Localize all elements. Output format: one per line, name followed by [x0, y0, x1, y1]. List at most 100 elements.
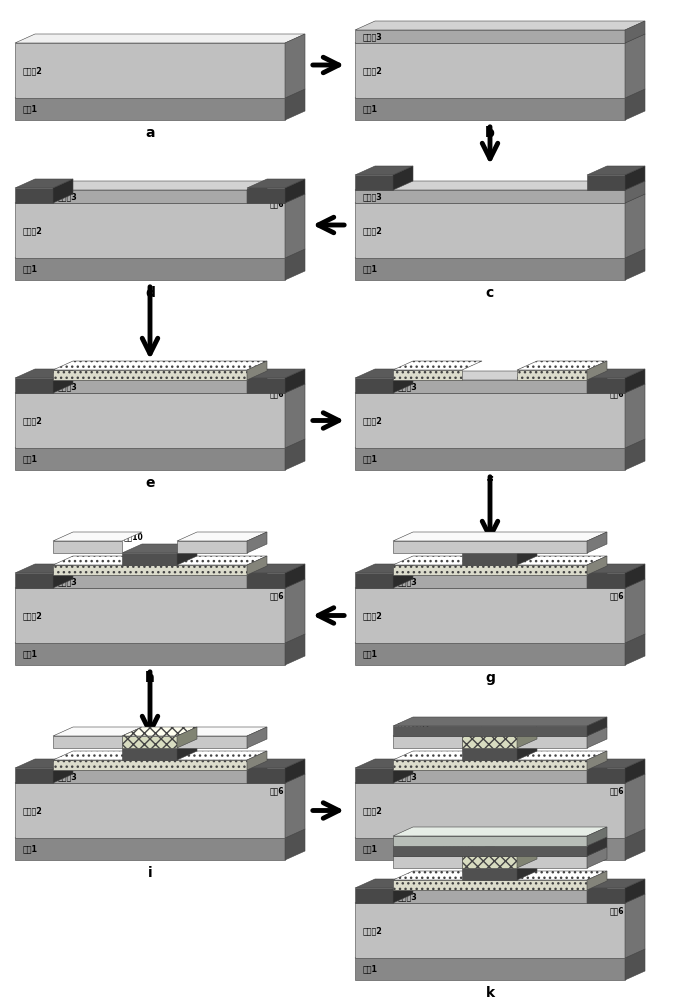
Polygon shape [393, 361, 482, 370]
Text: j: j [488, 866, 492, 880]
Polygon shape [53, 564, 73, 588]
Polygon shape [15, 643, 285, 665]
Text: 势垒层3: 势垒层3 [58, 192, 78, 201]
Polygon shape [355, 643, 625, 665]
Polygon shape [393, 759, 413, 783]
Text: 台面6: 台面6 [610, 786, 625, 796]
Text: 过渡层2: 过渡层2 [363, 66, 383, 75]
Polygon shape [355, 30, 625, 43]
Polygon shape [587, 378, 625, 393]
Polygon shape [393, 371, 607, 380]
Polygon shape [355, 194, 645, 203]
Polygon shape [247, 564, 305, 573]
Text: 漏极5: 漏极5 [589, 178, 603, 187]
Text: f: f [487, 476, 493, 490]
Polygon shape [53, 575, 247, 588]
Polygon shape [517, 859, 537, 880]
Polygon shape [15, 34, 305, 43]
Polygon shape [53, 760, 247, 770]
Polygon shape [355, 258, 625, 280]
Polygon shape [625, 879, 645, 903]
Polygon shape [247, 759, 305, 768]
Polygon shape [625, 166, 645, 190]
Polygon shape [285, 759, 305, 783]
Polygon shape [587, 532, 607, 553]
Polygon shape [587, 166, 645, 175]
Polygon shape [285, 829, 305, 860]
Polygon shape [393, 890, 587, 903]
Polygon shape [587, 761, 607, 783]
Text: 势垒层3: 势垒层3 [398, 892, 418, 901]
Polygon shape [15, 188, 53, 203]
Polygon shape [177, 532, 267, 541]
Polygon shape [355, 378, 393, 393]
Polygon shape [587, 759, 645, 768]
Polygon shape [355, 888, 393, 903]
Text: c: c [486, 286, 494, 300]
Polygon shape [15, 203, 285, 258]
Polygon shape [517, 727, 537, 748]
Polygon shape [53, 736, 122, 748]
Polygon shape [15, 439, 305, 448]
Polygon shape [15, 369, 73, 378]
Polygon shape [587, 768, 625, 783]
Polygon shape [355, 949, 645, 958]
Text: 过渡层2: 过渡层2 [23, 226, 43, 235]
Text: 源极4: 源极4 [17, 381, 32, 390]
Polygon shape [393, 856, 462, 868]
Polygon shape [247, 188, 285, 203]
Polygon shape [53, 370, 247, 380]
Text: 衬底1: 衬底1 [23, 844, 38, 854]
Polygon shape [587, 175, 625, 190]
Polygon shape [15, 43, 285, 98]
Text: 一字形源场板12: 一字形源场板12 [443, 843, 476, 849]
Polygon shape [587, 881, 607, 903]
Polygon shape [625, 634, 645, 665]
Polygon shape [517, 739, 537, 760]
Text: 绝缘介质层7: 绝缘介质层7 [396, 567, 423, 573]
Polygon shape [393, 370, 462, 380]
Polygon shape [625, 181, 645, 203]
Text: 衬底1: 衬底1 [363, 964, 378, 974]
Polygon shape [355, 634, 645, 643]
Text: 绝缘介质层7: 绝缘介质层7 [56, 762, 83, 768]
Polygon shape [625, 439, 645, 470]
Text: 保护层13: 保护层13 [398, 836, 424, 846]
Polygon shape [53, 541, 122, 553]
Polygon shape [587, 556, 607, 575]
Polygon shape [247, 566, 267, 588]
Polygon shape [122, 736, 177, 748]
Polygon shape [15, 258, 285, 280]
Polygon shape [625, 894, 645, 958]
Polygon shape [517, 370, 587, 380]
Polygon shape [15, 564, 73, 573]
Polygon shape [393, 380, 587, 393]
Polygon shape [53, 371, 267, 380]
Text: 漏极5: 漏极5 [249, 771, 263, 780]
Polygon shape [53, 761, 267, 770]
Text: 一字形源场板12: 一字形源场板12 [398, 723, 431, 729]
Polygon shape [355, 190, 625, 203]
Text: 凹槽10: 凹槽10 [464, 728, 484, 736]
Polygon shape [53, 751, 267, 760]
Polygon shape [247, 369, 305, 378]
Polygon shape [285, 369, 305, 393]
Text: 钝化层9: 钝化层9 [398, 857, 418, 866]
Polygon shape [15, 634, 305, 643]
Polygon shape [355, 573, 393, 588]
Text: 绝缘介质层7: 绝缘介质层7 [56, 372, 83, 378]
Text: 绝缘介质层7: 绝缘介质层7 [396, 372, 423, 378]
Polygon shape [587, 573, 625, 588]
Text: 绝缘栅极8: 绝缘栅极8 [124, 556, 146, 562]
Polygon shape [587, 879, 645, 888]
Text: i: i [148, 866, 152, 880]
Polygon shape [53, 759, 73, 783]
Text: 绝缘介质层7: 绝缘介质层7 [396, 882, 423, 888]
Text: 高介电常数介质层11: 高介电常数介质层11 [457, 859, 498, 865]
Text: b: b [485, 126, 495, 140]
Polygon shape [15, 194, 305, 203]
Polygon shape [247, 371, 267, 393]
Polygon shape [285, 579, 305, 643]
Polygon shape [587, 371, 607, 393]
Text: 漏极5: 漏极5 [589, 891, 603, 900]
